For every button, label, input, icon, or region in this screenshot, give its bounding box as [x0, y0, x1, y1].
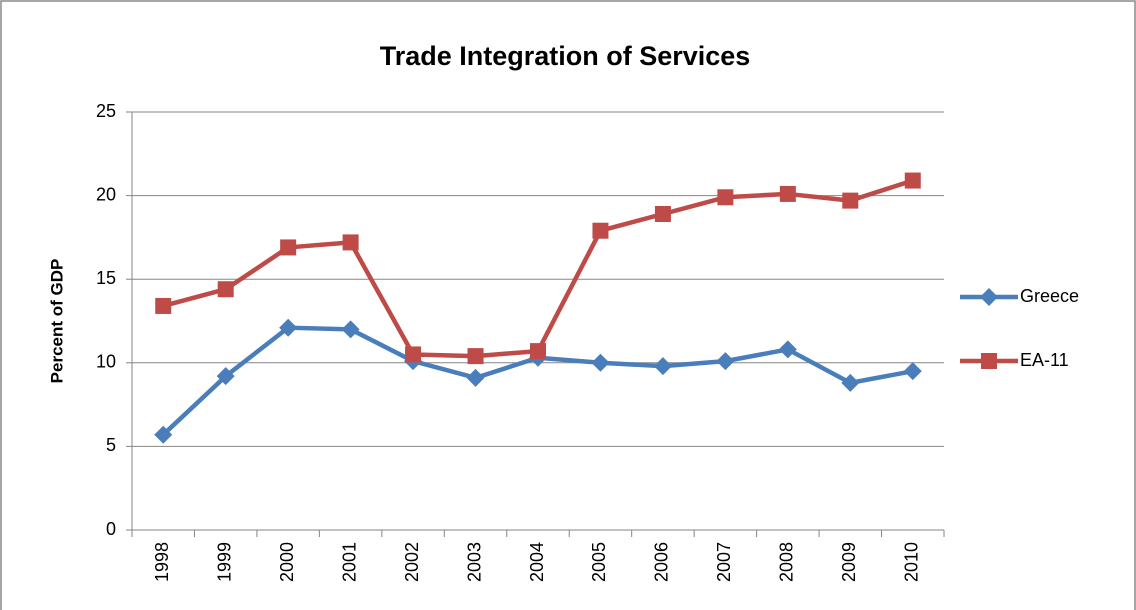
marker: [217, 281, 234, 298]
marker: [592, 222, 609, 239]
marker: [716, 352, 735, 371]
x-tick-label: 2010: [902, 542, 922, 582]
x-tick-label: 2009: [839, 542, 859, 582]
marker: [653, 357, 672, 376]
legend-marker: [980, 288, 998, 306]
marker: [591, 353, 610, 372]
marker: [405, 346, 422, 363]
legend-marker: [981, 353, 997, 369]
marker: [216, 367, 235, 386]
x-tick-label: 1998: [152, 542, 172, 582]
marker: [779, 185, 796, 202]
legend-label: Greece: [1020, 286, 1079, 306]
marker: [842, 192, 859, 209]
marker: [903, 362, 922, 381]
marker: [155, 297, 172, 314]
marker: [778, 340, 797, 359]
x-tick-label: 2003: [464, 542, 484, 582]
x-tick-label: 2006: [652, 542, 672, 582]
x-tick-label: 2002: [402, 542, 422, 582]
marker: [341, 320, 360, 339]
marker: [717, 189, 734, 206]
y-tick-label: 15: [96, 268, 116, 288]
y-tick-label: 5: [106, 435, 116, 455]
marker: [904, 172, 921, 189]
marker: [841, 373, 860, 392]
x-tick-label: 2008: [777, 542, 797, 582]
marker: [467, 348, 484, 365]
y-tick-label: 25: [96, 101, 116, 121]
x-tick-label: 2007: [714, 542, 734, 582]
x-tick-label: 1999: [214, 542, 234, 582]
y-tick-label: 10: [96, 352, 116, 372]
marker: [342, 234, 359, 251]
y-axis-label: Percent of GDP: [47, 259, 66, 384]
legend-label: EA-11: [1020, 350, 1069, 370]
y-tick-label: 20: [96, 184, 116, 204]
x-tick-label: 2004: [527, 542, 547, 582]
x-tick-label: 2001: [339, 542, 359, 582]
chart-title: Trade Integration of Services: [380, 41, 751, 71]
y-tick-label: 0: [106, 519, 116, 539]
marker: [654, 205, 671, 222]
x-tick-label: 2005: [589, 542, 609, 582]
marker: [530, 343, 546, 360]
marker: [466, 368, 485, 387]
marker: [154, 425, 173, 444]
marker: [280, 239, 297, 256]
marker: [279, 318, 298, 337]
x-tick-label: 2000: [277, 542, 297, 582]
